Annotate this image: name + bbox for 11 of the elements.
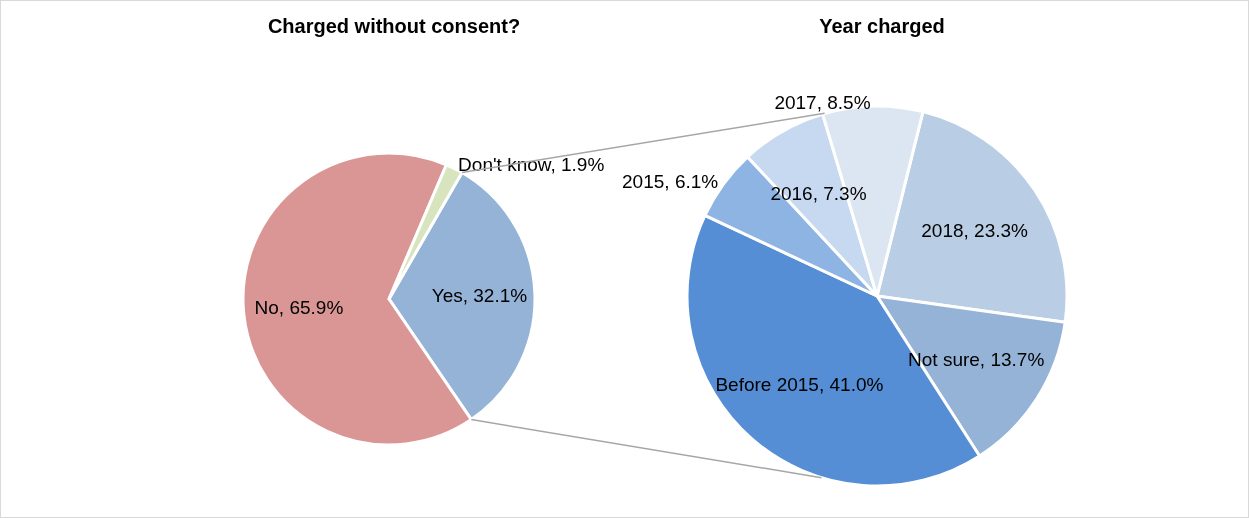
slice-label: 2017, 8.5% <box>774 91 871 113</box>
slice-label: No, 65.9% <box>254 297 344 319</box>
slice-label: 2016, 7.3% <box>770 183 867 205</box>
chart-title: Year charged <box>819 15 945 37</box>
slice-label: Not sure, 13.7% <box>908 349 1045 371</box>
slice-label: Before 2015, 41.0% <box>715 374 884 396</box>
slice-label: Yes, 32.1% <box>431 285 528 307</box>
slice-label: 2018, 23.3% <box>921 219 1029 241</box>
slice-label: 2015, 6.1% <box>622 171 719 193</box>
chart-title: Charged without consent? <box>267 15 521 37</box>
slice-label: Don't know, 1.9% <box>458 154 605 176</box>
